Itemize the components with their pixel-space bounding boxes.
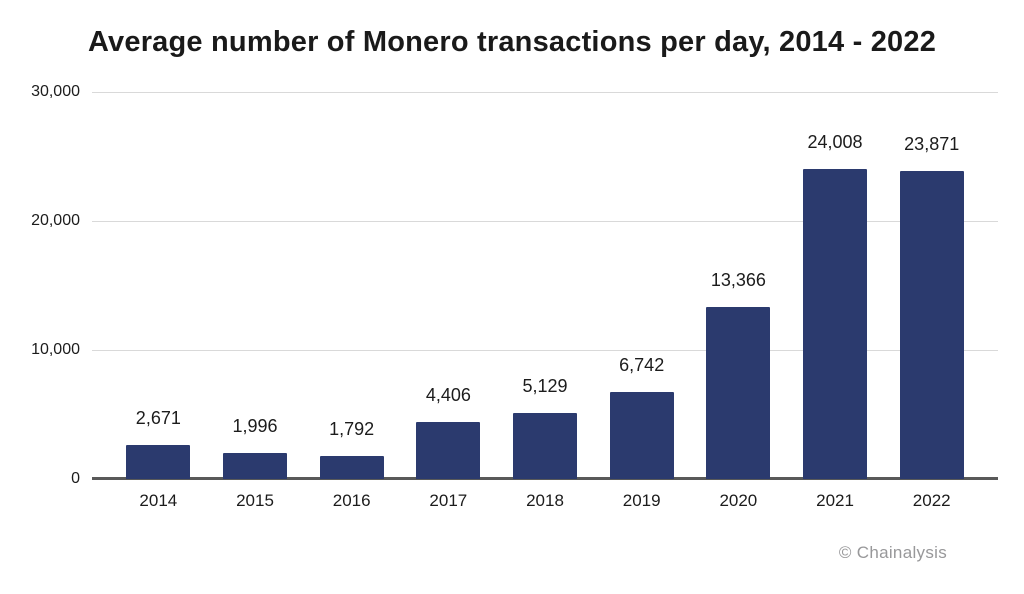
x-tick-label: 2021 [816, 491, 854, 510]
plot-area: 2,671 2014 1,996 2015 1,792 2016 4,406 2017 5,12… [92, 91, 998, 510]
bar-group: 1,996 2015 [207, 92, 304, 510]
bar-value-label: 13,366 [710, 269, 766, 290]
y-tick-label: 10,000 [31, 341, 80, 358]
bar-group: 1,792 2016 [303, 92, 400, 510]
bar [416, 422, 481, 479]
bar-value-label: 1,792 [329, 418, 375, 439]
bar [706, 306, 771, 479]
bar [803, 169, 868, 479]
x-tick-label: 2014 [139, 491, 178, 510]
bar-group: 2,671 2014 [110, 92, 207, 510]
gridline [92, 349, 998, 351]
x-tick-label: 2017 [429, 491, 468, 510]
bar [513, 412, 578, 479]
x-tick-label: 2019 [622, 491, 661, 510]
bar-group: 4,406 2017 [400, 92, 497, 510]
x-tick-label: 2016 [332, 491, 371, 510]
x-tick-label: 2018 [526, 491, 564, 510]
bar [126, 444, 191, 479]
bar-value-label: 24,008 [807, 132, 863, 153]
bar-value-label: 4,406 [425, 385, 471, 406]
y-tick-label: 30,000 [31, 83, 80, 100]
bar-group: 5,129 2018 [497, 92, 594, 510]
bar [319, 455, 384, 479]
bar-value-label: 1,996 [232, 416, 278, 437]
x-tick-label: 2020 [719, 491, 758, 510]
bar-group: 23,871 2022 [883, 92, 980, 510]
bar-group: 24,008 2021 [787, 92, 884, 510]
bar-group: 13,366 2020 [690, 92, 787, 510]
bar-value-label: 5,129 [522, 375, 568, 396]
y-tick-label: 20,000 [31, 212, 80, 229]
y-tick-label: 0 [71, 470, 80, 487]
gridline [92, 220, 998, 222]
chainalysis-credit: © Chainalysis [838, 543, 947, 562]
bars-container: 2,671 2014 1,996 2015 1,792 2016 4,406 2017 5,12… [110, 92, 980, 510]
x-tick-label: 2015 [236, 491, 274, 510]
bar-value-label: 2,671 [135, 407, 181, 428]
bar-value-label: 6,742 [619, 355, 665, 376]
bar [899, 171, 964, 479]
bar [609, 392, 674, 479]
x-tick-label: 2022 [912, 491, 951, 510]
chart-title: Average number of Monero transactions pe… [87, 26, 937, 58]
gridline [92, 91, 998, 93]
bar-group: 6,742 2019 [593, 92, 690, 510]
bar [223, 453, 287, 479]
bar-value-label: 23,871 [904, 134, 960, 155]
